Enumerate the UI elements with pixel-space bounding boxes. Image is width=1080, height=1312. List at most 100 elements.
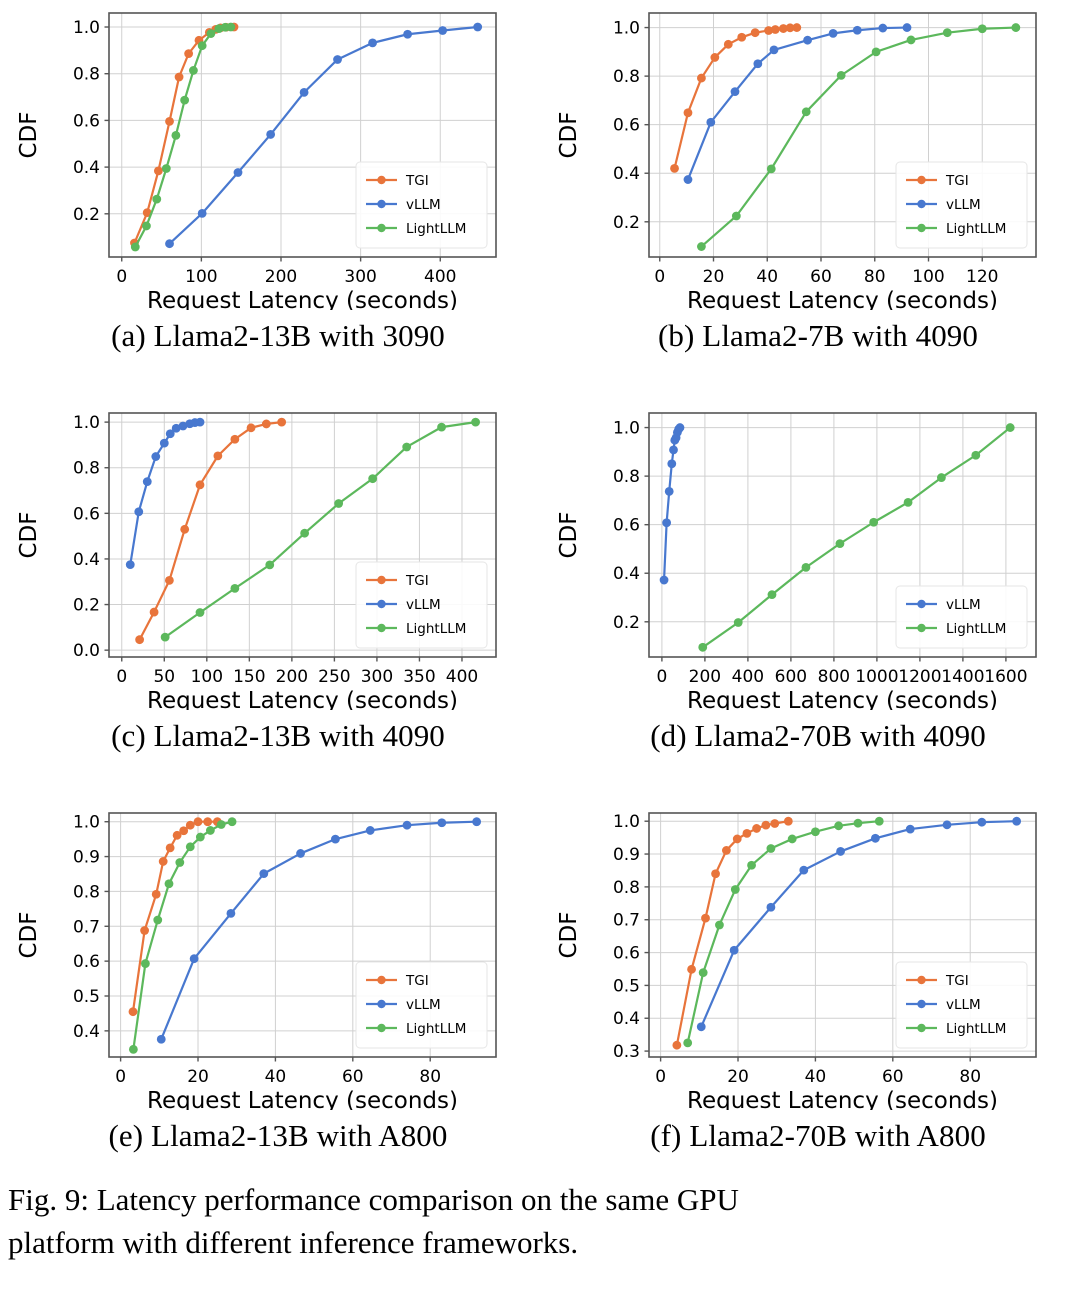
marker-vLLM [226, 908, 236, 918]
marker-LightLLM [265, 560, 275, 570]
legend-label-TGI: TGI [405, 973, 429, 989]
axes-frame [648, 12, 1037, 258]
y-tick-label: 0.2 [613, 213, 640, 233]
line-LightLLM [132, 820, 234, 1051]
marker-TGI [185, 820, 195, 830]
x-tick-label: 100 [191, 667, 223, 687]
marker-LightLLM [801, 107, 811, 117]
legend-marker-vLLM [917, 199, 926, 209]
marker-TGI [752, 824, 761, 833]
legend-box [355, 961, 488, 1049]
plot-area-d: 0 200 400 600 800 1000 1200 1400 16000.20.40.60.… [556, 412, 1037, 710]
subfigure-caption-b: (b) Llama2-7B with 4090 [658, 318, 978, 353]
x-tick-label: 250 [318, 667, 350, 687]
marker-LightLLM [164, 879, 174, 889]
marker-LightLLM [698, 968, 708, 977]
x-tick-label: 1000 [855, 667, 898, 687]
x-tick-label: 60 [810, 267, 832, 287]
axes-frame [108, 812, 497, 1058]
marker-LightLLM [683, 1038, 693, 1048]
legend-box [355, 161, 488, 249]
legend-marker-TGI [377, 975, 386, 985]
legend-marker-TGI [377, 175, 386, 185]
plot-area-c: 0 50 100 150 200 250 300 350 400 0.0 0.2 0.4 0.6 0.8 1… [16, 412, 497, 710]
subfigure-caption-f: (f) Llama2-70B with A800 [650, 1118, 986, 1153]
legend-marker-LightLLM [377, 1023, 386, 1033]
x-axis-label: Request Latency (seconds) [687, 1088, 998, 1110]
x-tick-label: 0 [656, 667, 667, 687]
marker-TGI [179, 826, 189, 836]
marker-TGI [158, 857, 168, 866]
y-tick-label: 0.8 [613, 467, 640, 487]
marker-TGI [180, 524, 190, 534]
marker-LightLLM [937, 473, 946, 482]
y-tick-label: 0.4 [73, 158, 100, 178]
marker-TGI [142, 208, 152, 218]
legend: TGI vLLM LightLLM [355, 961, 488, 1049]
x-axis-ticks: 0 50 100 150 200 250 300 350 400 [116, 657, 478, 687]
legend-marker-TGI [377, 575, 386, 585]
marker-TGI [670, 163, 679, 173]
marker-LightLLM [300, 528, 310, 538]
legend-marker-vLLM [377, 999, 386, 1009]
legend-label-LightLLM: LightLLM [406, 1021, 466, 1037]
marker-LightLLM [834, 821, 844, 831]
axes-frame [108, 412, 497, 658]
plot-area-a: 0 100 200 300 400 0.2 0.4 0.6 0.8 1.0 Request Late… [16, 12, 497, 310]
marker-TGI [151, 889, 161, 899]
marker-TGI [203, 817, 213, 827]
marker-LightLLM [836, 71, 846, 80]
figure-caption: Fig. 9: Latency performance comparison o… [8, 1178, 1072, 1264]
marker-LightLLM [906, 35, 916, 45]
legend-label-vLLM: vLLM [946, 197, 981, 213]
x-tick-label: 20 [187, 1067, 209, 1087]
marker-LightLLM [368, 474, 378, 484]
subfigure-caption-c: (c) Llama2-13B with 4090 [111, 718, 445, 753]
marker-LightLLM [130, 242, 140, 252]
marker-LightLLM [152, 194, 162, 204]
y-tick-label: 0.8 [73, 882, 100, 902]
x-axis-ticks: 0 20 40 60 80 [115, 1057, 441, 1087]
marker-LightLLM [730, 885, 740, 894]
y-tick-label: 0.9 [613, 845, 640, 865]
x-tick-label: 0 [116, 667, 127, 687]
x-tick-label: 50 [153, 667, 175, 687]
marker-vLLM [171, 423, 181, 433]
marker-LightLLM [128, 1044, 138, 1054]
marker-vLLM [870, 833, 880, 843]
x-tick-label: 60 [882, 1067, 904, 1087]
y-tick-label: 0.4 [613, 164, 640, 184]
marker-LightLLM [767, 590, 777, 599]
y-axis-label: CDF [16, 512, 42, 559]
marker-LightLLM [801, 563, 811, 572]
marker-vLLM [368, 38, 377, 48]
axes-frame [108, 12, 497, 258]
marker-vLLM [195, 417, 205, 427]
marker-vLLM [683, 175, 693, 184]
y-axis-label: CDF [556, 112, 582, 159]
marker-vLLM [766, 902, 776, 912]
marker-LightLLM [903, 497, 913, 507]
marker-vLLM [125, 560, 135, 570]
y-tick-label: 0.6 [73, 952, 100, 972]
marker-vLLM [942, 820, 952, 830]
data-series-group [672, 816, 1022, 1050]
marker-TGI [742, 828, 752, 838]
legend: TGI vLLM LightLLM [895, 161, 1028, 249]
marker-LightLLM [180, 95, 190, 105]
legend-marker-TGI [917, 975, 926, 985]
marker-TGI [761, 820, 771, 830]
marker-TGI [128, 1007, 138, 1017]
line-LightLLM [700, 26, 1017, 248]
x-tick-label: 150 [233, 667, 265, 687]
marker-TGI [783, 816, 793, 826]
legend-label-vLLM: vLLM [406, 997, 441, 1013]
marker-TGI [710, 53, 720, 62]
marker-vLLM [852, 25, 862, 35]
data-series-group [125, 417, 480, 645]
gridlines [649, 13, 1036, 257]
marker-LightLLM [195, 832, 205, 842]
marker-TGI [672, 1040, 682, 1050]
y-tick-label: 1.0 [73, 413, 100, 433]
